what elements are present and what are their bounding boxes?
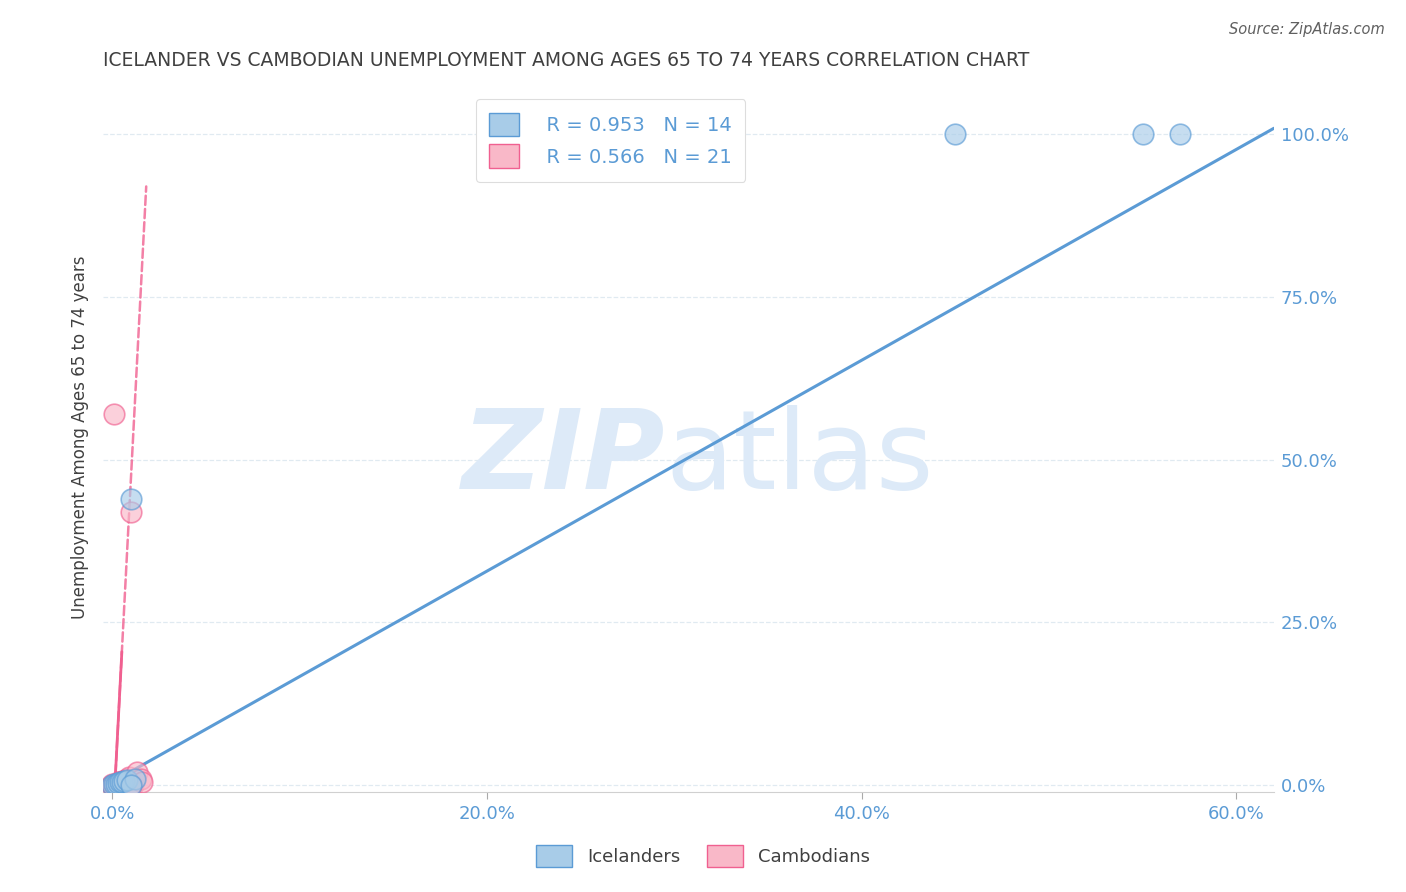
Point <box>120 778 142 792</box>
Point <box>1168 128 1191 142</box>
Point <box>122 778 145 792</box>
Point <box>120 505 142 519</box>
Point <box>105 777 128 791</box>
Point <box>120 491 142 506</box>
Point <box>103 778 125 792</box>
Legend: Icelanders, Cambodians: Icelanders, Cambodians <box>529 838 877 874</box>
Legend:   R = 0.953   N = 14,   R = 0.566   N = 21: R = 0.953 N = 14, R = 0.566 N = 21 <box>475 99 745 182</box>
Text: ICELANDER VS CAMBODIAN UNEMPLOYMENT AMONG AGES 65 TO 74 YEARS CORRELATION CHART: ICELANDER VS CAMBODIAN UNEMPLOYMENT AMON… <box>103 51 1029 70</box>
Point <box>129 772 152 786</box>
Point <box>117 772 139 786</box>
Point <box>111 774 134 789</box>
Point <box>117 772 139 787</box>
Point <box>114 772 136 787</box>
Point <box>101 777 124 791</box>
Point <box>118 770 141 784</box>
Point <box>105 777 128 791</box>
Point <box>112 773 135 788</box>
Point <box>101 778 124 792</box>
Point <box>945 128 967 142</box>
Point <box>103 407 125 421</box>
Y-axis label: Unemployment Among Ages 65 to 74 years: Unemployment Among Ages 65 to 74 years <box>72 255 89 619</box>
Point <box>120 778 142 792</box>
Text: Source: ZipAtlas.com: Source: ZipAtlas.com <box>1229 22 1385 37</box>
Text: ZIP: ZIP <box>461 405 665 512</box>
Point <box>131 774 153 789</box>
Text: atlas: atlas <box>665 405 934 512</box>
Point <box>101 778 124 792</box>
Point <box>107 775 129 789</box>
Point <box>125 765 148 780</box>
Point <box>112 774 135 789</box>
Point <box>108 775 131 789</box>
Point <box>107 776 129 790</box>
Point <box>1132 128 1154 142</box>
Point <box>124 772 146 786</box>
Point <box>107 776 129 790</box>
Point <box>103 777 125 791</box>
Point <box>105 777 128 791</box>
Point <box>101 778 124 792</box>
Point <box>111 774 134 789</box>
Point <box>108 774 131 789</box>
